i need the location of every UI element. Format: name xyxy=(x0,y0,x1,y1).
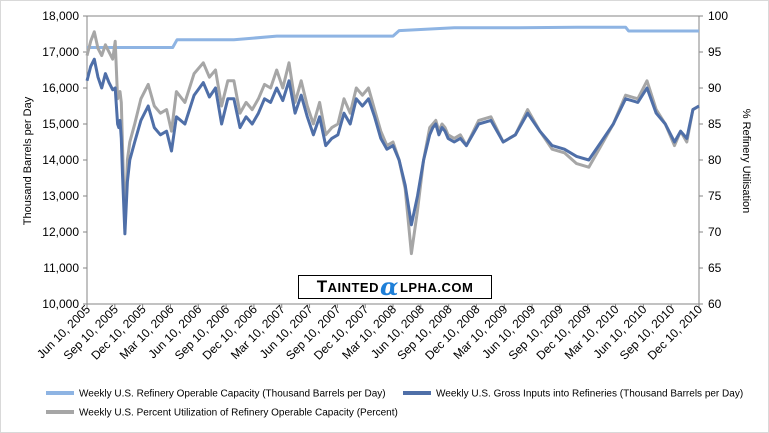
right-axis-ticks: 60 65 70 75 80 85 90 95 100 xyxy=(699,9,728,311)
left-tick-label: 13,000 xyxy=(42,189,79,203)
left-tick-label: 10,000 xyxy=(42,297,79,311)
left-tick-label: 11,000 xyxy=(43,261,79,275)
left-tick-label: 16,000 xyxy=(42,81,79,95)
right-tick-label: 80 xyxy=(708,153,722,167)
series-lines xyxy=(85,25,700,256)
plot-border xyxy=(86,15,700,305)
right-tick-label: 75 xyxy=(708,189,722,203)
left-tick-label: 15,000 xyxy=(42,117,79,131)
right-tick-label: 70 xyxy=(708,225,722,239)
series-line-1 xyxy=(87,25,699,49)
left-tick-label: 12,000 xyxy=(42,225,79,239)
left-tick-label: 18,000 xyxy=(42,9,79,23)
right-tick-label: 100 xyxy=(708,9,728,23)
left-axis-title: Thousand Barrels per Day xyxy=(22,96,34,225)
series-line-2 xyxy=(85,57,700,236)
right-tick-label: 90 xyxy=(708,81,722,95)
right-axis-title: % Refinery Utilisation xyxy=(740,109,752,214)
left-tick-label: 17,000 xyxy=(42,45,79,59)
left-axis-ticks: 10,000 11,000 12,000 13,000 14,000 15,000 16,0… xyxy=(42,9,87,311)
watermark-logo: T AINTED α LPHA .COM xyxy=(298,275,492,299)
right-tick-label: 85 xyxy=(708,117,722,131)
legend-label: Weekly U.S. Percent Utilization of Refin… xyxy=(79,408,398,419)
legend-label: Weekly U.S. Gross Inputs into Refineries… xyxy=(436,389,743,400)
right-tick-label: 65 xyxy=(708,261,722,275)
legend: Weekly U.S. Refinery Operable Capacity (… xyxy=(46,389,743,419)
right-tick-label: 95 xyxy=(708,45,722,59)
plot-area xyxy=(86,15,700,305)
legend-label: Weekly U.S. Refinery Operable Capacity (… xyxy=(79,389,386,400)
right-tick-label: 60 xyxy=(708,297,722,311)
left-tick-label: 14,000 xyxy=(42,153,79,167)
